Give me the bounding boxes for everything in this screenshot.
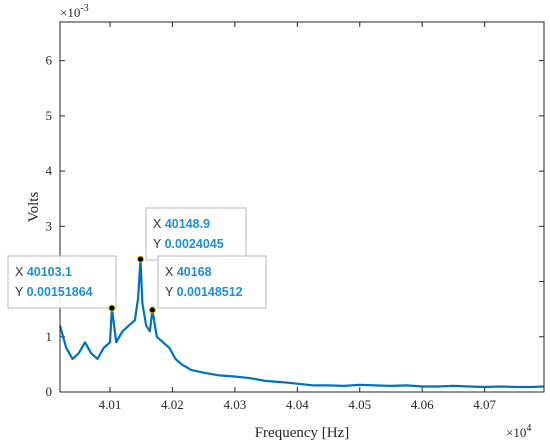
datatip-x-row: X 40103.1 — [15, 265, 72, 279]
x-tick-label: 4.02 — [161, 397, 184, 412]
datatip-marker[interactable] — [108, 304, 116, 312]
y-tick-label: 3 — [46, 218, 53, 233]
x-exponent-base: ×10 — [506, 425, 526, 440]
x-exponent-power: 4 — [526, 423, 531, 434]
datatip-y-value: 0.0024045 — [165, 237, 224, 251]
datatip-x-key: X — [15, 265, 27, 279]
y-exponent-label: ×10-3 — [60, 3, 89, 20]
series-line-group — [58, 258, 545, 389]
datatip-marker[interactable] — [137, 255, 145, 263]
datatip-box — [145, 207, 247, 261]
x-exponent-label: ×104 — [506, 423, 531, 440]
x-tick-label: 4.05 — [348, 397, 371, 412]
y-tick-label: 6 — [46, 53, 53, 68]
plot-box — [59, 21, 545, 393]
datatip-y-key: Y — [165, 285, 177, 299]
y-tick-label: 0 — [46, 384, 53, 399]
datatip-y-key: Y — [153, 237, 165, 251]
y-axis-label: Volts — [26, 192, 42, 223]
series-line — [58, 258, 545, 389]
datatip-x-row: X 40148.9 — [153, 217, 210, 231]
x-tick-label: 4.07 — [473, 397, 496, 412]
y-tick-label: 5 — [46, 108, 53, 123]
datatip-box — [157, 255, 267, 309]
datatip-x-key: X — [153, 217, 165, 231]
datatip-x-value: 40103.1 — [27, 265, 72, 279]
datatip[interactable]: X 40148.9Y 0.0024045 — [145, 207, 247, 261]
datatip-x-value: 40148.9 — [165, 217, 210, 231]
datatip-y-row: Y 0.00151864 — [15, 285, 93, 299]
x-tick-label: 4.06 — [411, 397, 434, 412]
datatip-x-key: X — [165, 265, 177, 279]
datatip-y-value: 0.00151864 — [27, 285, 93, 299]
x-tick-label: 4.01 — [99, 397, 122, 412]
x-tick-label: 4.03 — [223, 397, 246, 412]
datatip-y-key: Y — [15, 285, 27, 299]
datatip-x-value: 40168 — [177, 265, 212, 279]
datatip-x-row: X 40168 — [165, 265, 212, 279]
datatip-y-row: Y 0.0024045 — [153, 237, 224, 251]
datatip-y-row: Y 0.00148512 — [165, 285, 243, 299]
x-axis-label: Frequency [Hz] — [255, 425, 350, 441]
datatip-marker[interactable] — [148, 306, 156, 314]
y-tick-label: 4 — [46, 163, 53, 178]
y-exponent-base: ×10 — [60, 5, 80, 20]
x-tick-label: 4.04 — [286, 397, 309, 412]
datatip[interactable]: X 40103.1Y 0.00151864 — [7, 255, 117, 309]
y-exponent-power: -3 — [80, 3, 88, 14]
datatip-y-value: 0.00148512 — [177, 285, 243, 299]
plot-background — [60, 22, 544, 392]
y-tick-label: 1 — [46, 329, 53, 344]
datatip-box — [7, 255, 117, 309]
